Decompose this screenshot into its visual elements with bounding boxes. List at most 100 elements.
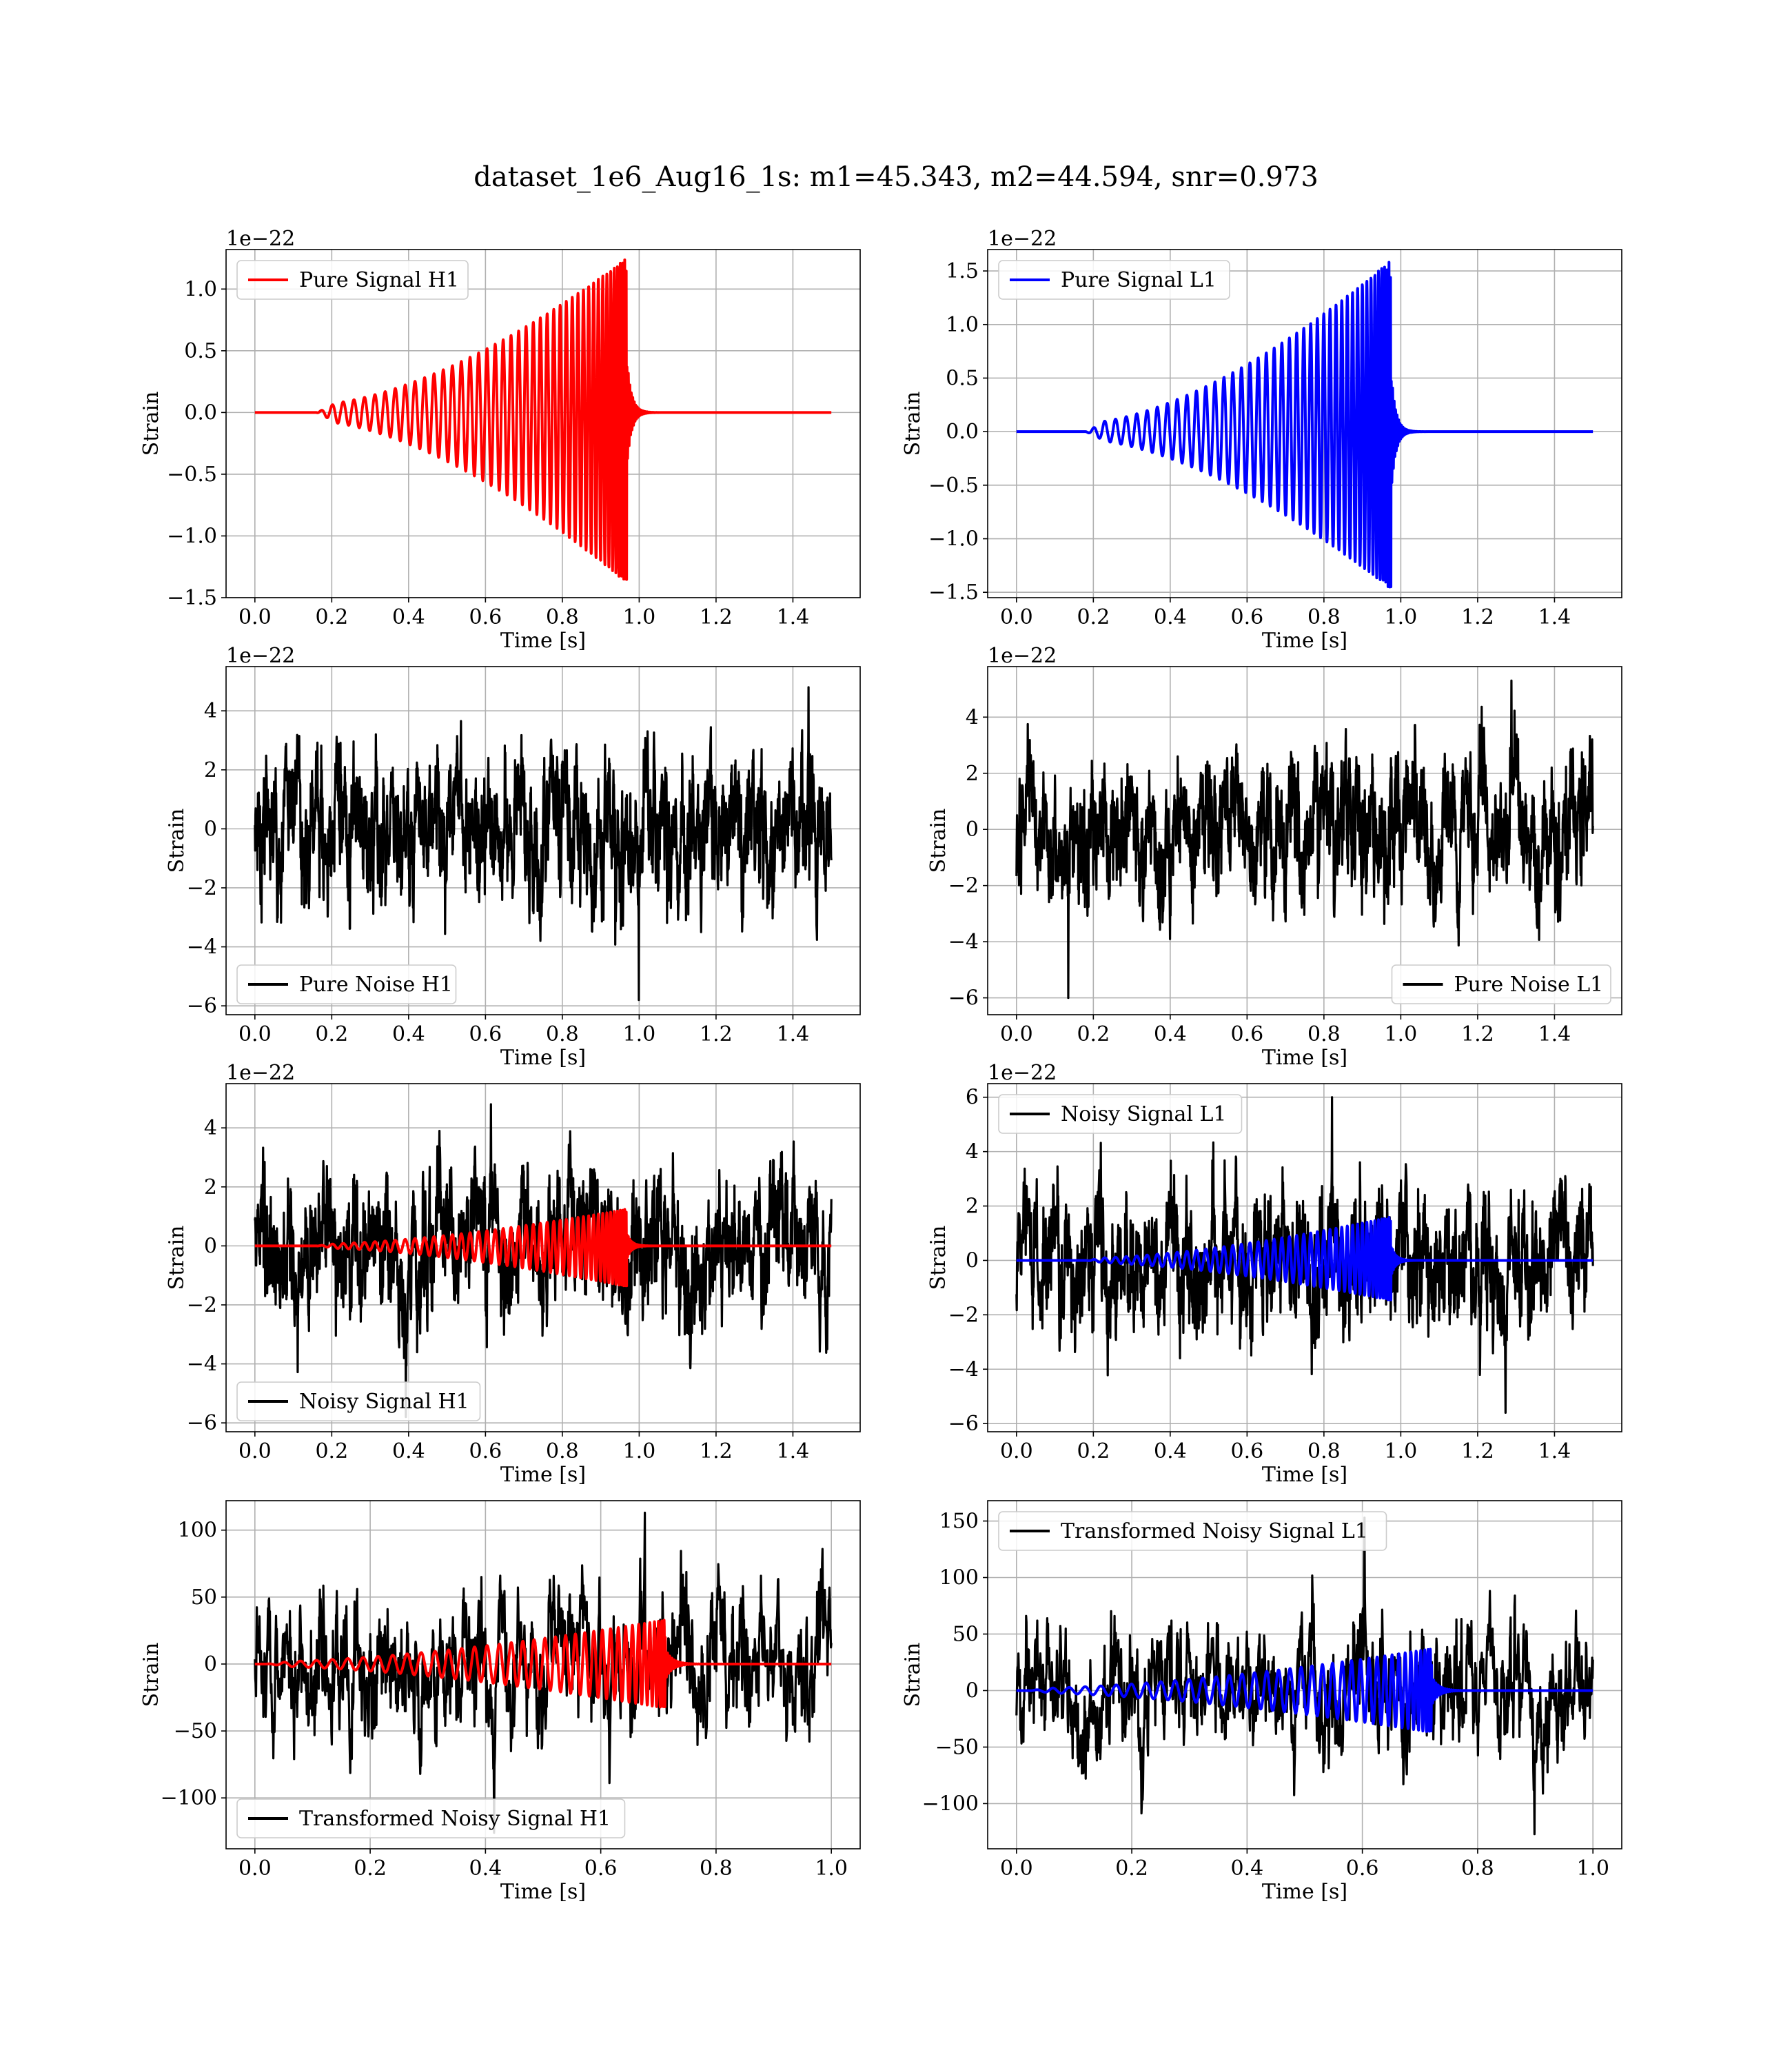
series-line-noise — [254, 1511, 833, 1834]
x-tick-label: 0.8 — [1307, 605, 1341, 629]
x-tick-label: 1.0 — [623, 1022, 656, 1046]
axes-frame — [225, 249, 861, 598]
x-tick-label: 0.6 — [1231, 1439, 1264, 1463]
x-tick-label: 0.4 — [1154, 1022, 1187, 1046]
series-line-noise — [1015, 1096, 1594, 1414]
axis-offset-text: 1e−22 — [988, 644, 1057, 668]
y-tick-label: −0.5 — [928, 474, 979, 498]
x-tick-label: 1.0 — [623, 1439, 656, 1463]
series-lines — [254, 1103, 833, 1419]
x-tick-label: 1.2 — [700, 1439, 733, 1463]
x-axis-label: Time [s] — [1262, 1046, 1347, 1070]
x-tick-label: 1.4 — [777, 1439, 810, 1463]
y-tick-label: −2 — [187, 876, 217, 900]
ticks: 0.0 0.2 0.4 0.6 0.8 1.0 −100 −50 0 50 100 — [161, 1519, 848, 1881]
legend-label: Pure Noise L1 — [1454, 973, 1604, 997]
y-tick-label: −6 — [187, 1411, 217, 1435]
x-tick-label: 0.6 — [584, 1856, 618, 1881]
y-tick-label: 0 — [966, 1679, 979, 1703]
y-tick-label: −50 — [935, 1735, 979, 1759]
x-tick-label: 0.0 — [238, 1439, 272, 1463]
x-tick-label: 0.2 — [315, 605, 348, 629]
subplot-transformed-noisy-signal-l1: 0.0 0.2 0.4 0.6 0.8 1.0 −100 −50 0 50 100 150 Time [… — [901, 1500, 1622, 1904]
ticks: 0.0 0.2 0.4 0.6 0.8 1.0 1.2 1.4 −6 −4 −2 0 2 4 — [948, 705, 1571, 1046]
ticks: 0.0 0.2 0.4 0.6 0.8 1.0 1.2 1.4 −6 −4 −2 0 2 4 — [187, 699, 810, 1046]
ticks: 0.0 0.2 0.4 0.6 0.8 1.0 1.2 1.4 −1.5 −1.0 −0.5 0.0 0… — [928, 259, 1571, 629]
x-tick-label: 0.6 — [469, 605, 502, 629]
y-tick-label: 0.5 — [184, 339, 217, 363]
series-line-noise — [1015, 1516, 1594, 1836]
axes-frame — [987, 1500, 1622, 1849]
x-tick-label: 0.8 — [1461, 1856, 1494, 1881]
subplot-transformed-noisy-signal-h1: 0.0 0.2 0.4 0.6 0.8 1.0 −100 −50 0 50 100 Time [s] S… — [139, 1500, 861, 1904]
subplot-noisy-signal-h1: 0.0 0.2 0.4 0.6 0.8 1.0 1.2 1.4 −6 −4 −2 0 2 4 Time [s… — [165, 1061, 861, 1487]
y-tick-label: 1.0 — [946, 313, 979, 337]
y-tick-label: −6 — [948, 1412, 979, 1436]
x-tick-label: 0.6 — [1346, 1856, 1379, 1881]
x-tick-label: 0.0 — [238, 605, 272, 629]
y-tick-label: 0 — [204, 817, 217, 841]
ticks: 0.0 0.2 0.4 0.6 0.8 1.0 1.2 1.4 −1.5 −1.0 −0.5 0.0 0… — [167, 277, 809, 629]
ticks: 0.0 0.2 0.4 0.6 0.8 1.0 −100 −50 0 50 100 150 — [922, 1510, 1609, 1881]
y-tick-label: −1.5 — [167, 586, 217, 610]
x-tick-label: 0.6 — [469, 1439, 502, 1463]
y-tick-label: −4 — [187, 935, 217, 960]
x-tick-label: 0.0 — [1000, 1439, 1033, 1463]
y-tick-label: 1.0 — [184, 277, 217, 301]
legend-box — [1391, 964, 1611, 1004]
x-tick-label: 0.4 — [469, 1856, 502, 1881]
x-tick-label: 1.4 — [777, 1022, 810, 1046]
series-line-chirp — [254, 1208, 833, 1288]
y-tick-label: 0.5 — [946, 366, 979, 390]
ticks: 0.0 0.2 0.4 0.6 0.8 1.0 1.2 1.4 −6 −4 −2 0 2 4 6 — [948, 1086, 1571, 1463]
series-line-chirp — [1015, 261, 1594, 589]
legend: Transformed Noisy Signal L1 — [998, 1511, 1387, 1551]
y-tick-label: 2 — [966, 1195, 979, 1219]
legend-box — [236, 1381, 481, 1421]
x-tick-label: 0.2 — [1077, 1022, 1110, 1046]
x-axis-label: Time [s] — [500, 1463, 586, 1487]
legend-box — [236, 1798, 626, 1838]
legend-label: Pure Signal L1 — [1061, 268, 1216, 292]
x-tick-label: 1.2 — [1461, 1022, 1494, 1046]
x-tick-label: 0.0 — [1000, 605, 1033, 629]
series-lines — [1015, 1516, 1594, 1836]
subplot-noisy-signal-l1: 0.0 0.2 0.4 0.6 0.8 1.0 1.2 1.4 −6 −4 −2 0 2 4 6 Time [… — [926, 1061, 1622, 1487]
x-tick-label: 0.0 — [238, 1022, 272, 1046]
y-tick-label: 0.0 — [946, 420, 979, 444]
y-axis-label: Strain — [165, 1226, 189, 1290]
x-tick-label: 0.8 — [546, 1439, 579, 1463]
x-tick-label: 0.0 — [238, 1856, 272, 1881]
y-axis-label: Strain — [901, 1643, 925, 1707]
series-line-noise — [254, 686, 833, 1002]
legend-label: Pure Signal H1 — [299, 268, 459, 292]
subplot-pure-signal-l1: 0.0 0.2 0.4 0.6 0.8 1.0 1.2 1.4 −1.5 −1.0 −0.5 0.0 0… — [901, 227, 1622, 653]
x-tick-label: 0.2 — [1077, 605, 1110, 629]
y-axis-label: Strain — [139, 1643, 163, 1707]
x-tick-label: 1.2 — [1461, 1439, 1494, 1463]
x-tick-label: 1.0 — [1385, 1439, 1418, 1463]
series-lines — [254, 258, 833, 581]
y-tick-label: 0 — [204, 1652, 217, 1676]
y-axis-label: Strain — [901, 392, 925, 456]
y-tick-label: −1.0 — [928, 527, 979, 551]
y-tick-label: 6 — [966, 1086, 979, 1110]
y-tick-label: −0.5 — [167, 463, 217, 487]
x-tick-label: 0.6 — [469, 1022, 502, 1046]
series-line-chirp — [254, 1619, 833, 1709]
subplot-grid: 0.0 0.2 0.4 0.6 0.8 1.0 1.2 1.4 −1.5 −1.0 −0.5 0.0 0… — [139, 227, 1622, 1904]
subplot-pure-signal-h1: 0.0 0.2 0.4 0.6 0.8 1.0 1.2 1.4 −1.5 −1.0 −0.5 0.0 0… — [139, 227, 861, 653]
subplot-pure-noise-h1: 0.0 0.2 0.4 0.6 0.8 1.0 1.2 1.4 −6 −4 −2 0 2 4 Time [s… — [165, 644, 861, 1070]
series-lines — [1015, 679, 1594, 1000]
y-tick-label: 50 — [191, 1585, 217, 1610]
series-lines — [254, 1511, 833, 1834]
x-tick-label: 0.2 — [1077, 1439, 1110, 1463]
y-tick-label: −100 — [922, 1792, 979, 1816]
subplot-pure-noise-l1: 0.0 0.2 0.4 0.6 0.8 1.0 1.2 1.4 −6 −4 −2 0 2 4 Time [s… — [926, 644, 1622, 1070]
x-tick-label: 1.4 — [777, 605, 810, 629]
legend-box — [998, 1511, 1387, 1551]
y-tick-label: −2 — [187, 1293, 217, 1317]
x-tick-label: 0.2 — [315, 1022, 348, 1046]
y-tick-label: 100 — [939, 1565, 979, 1590]
